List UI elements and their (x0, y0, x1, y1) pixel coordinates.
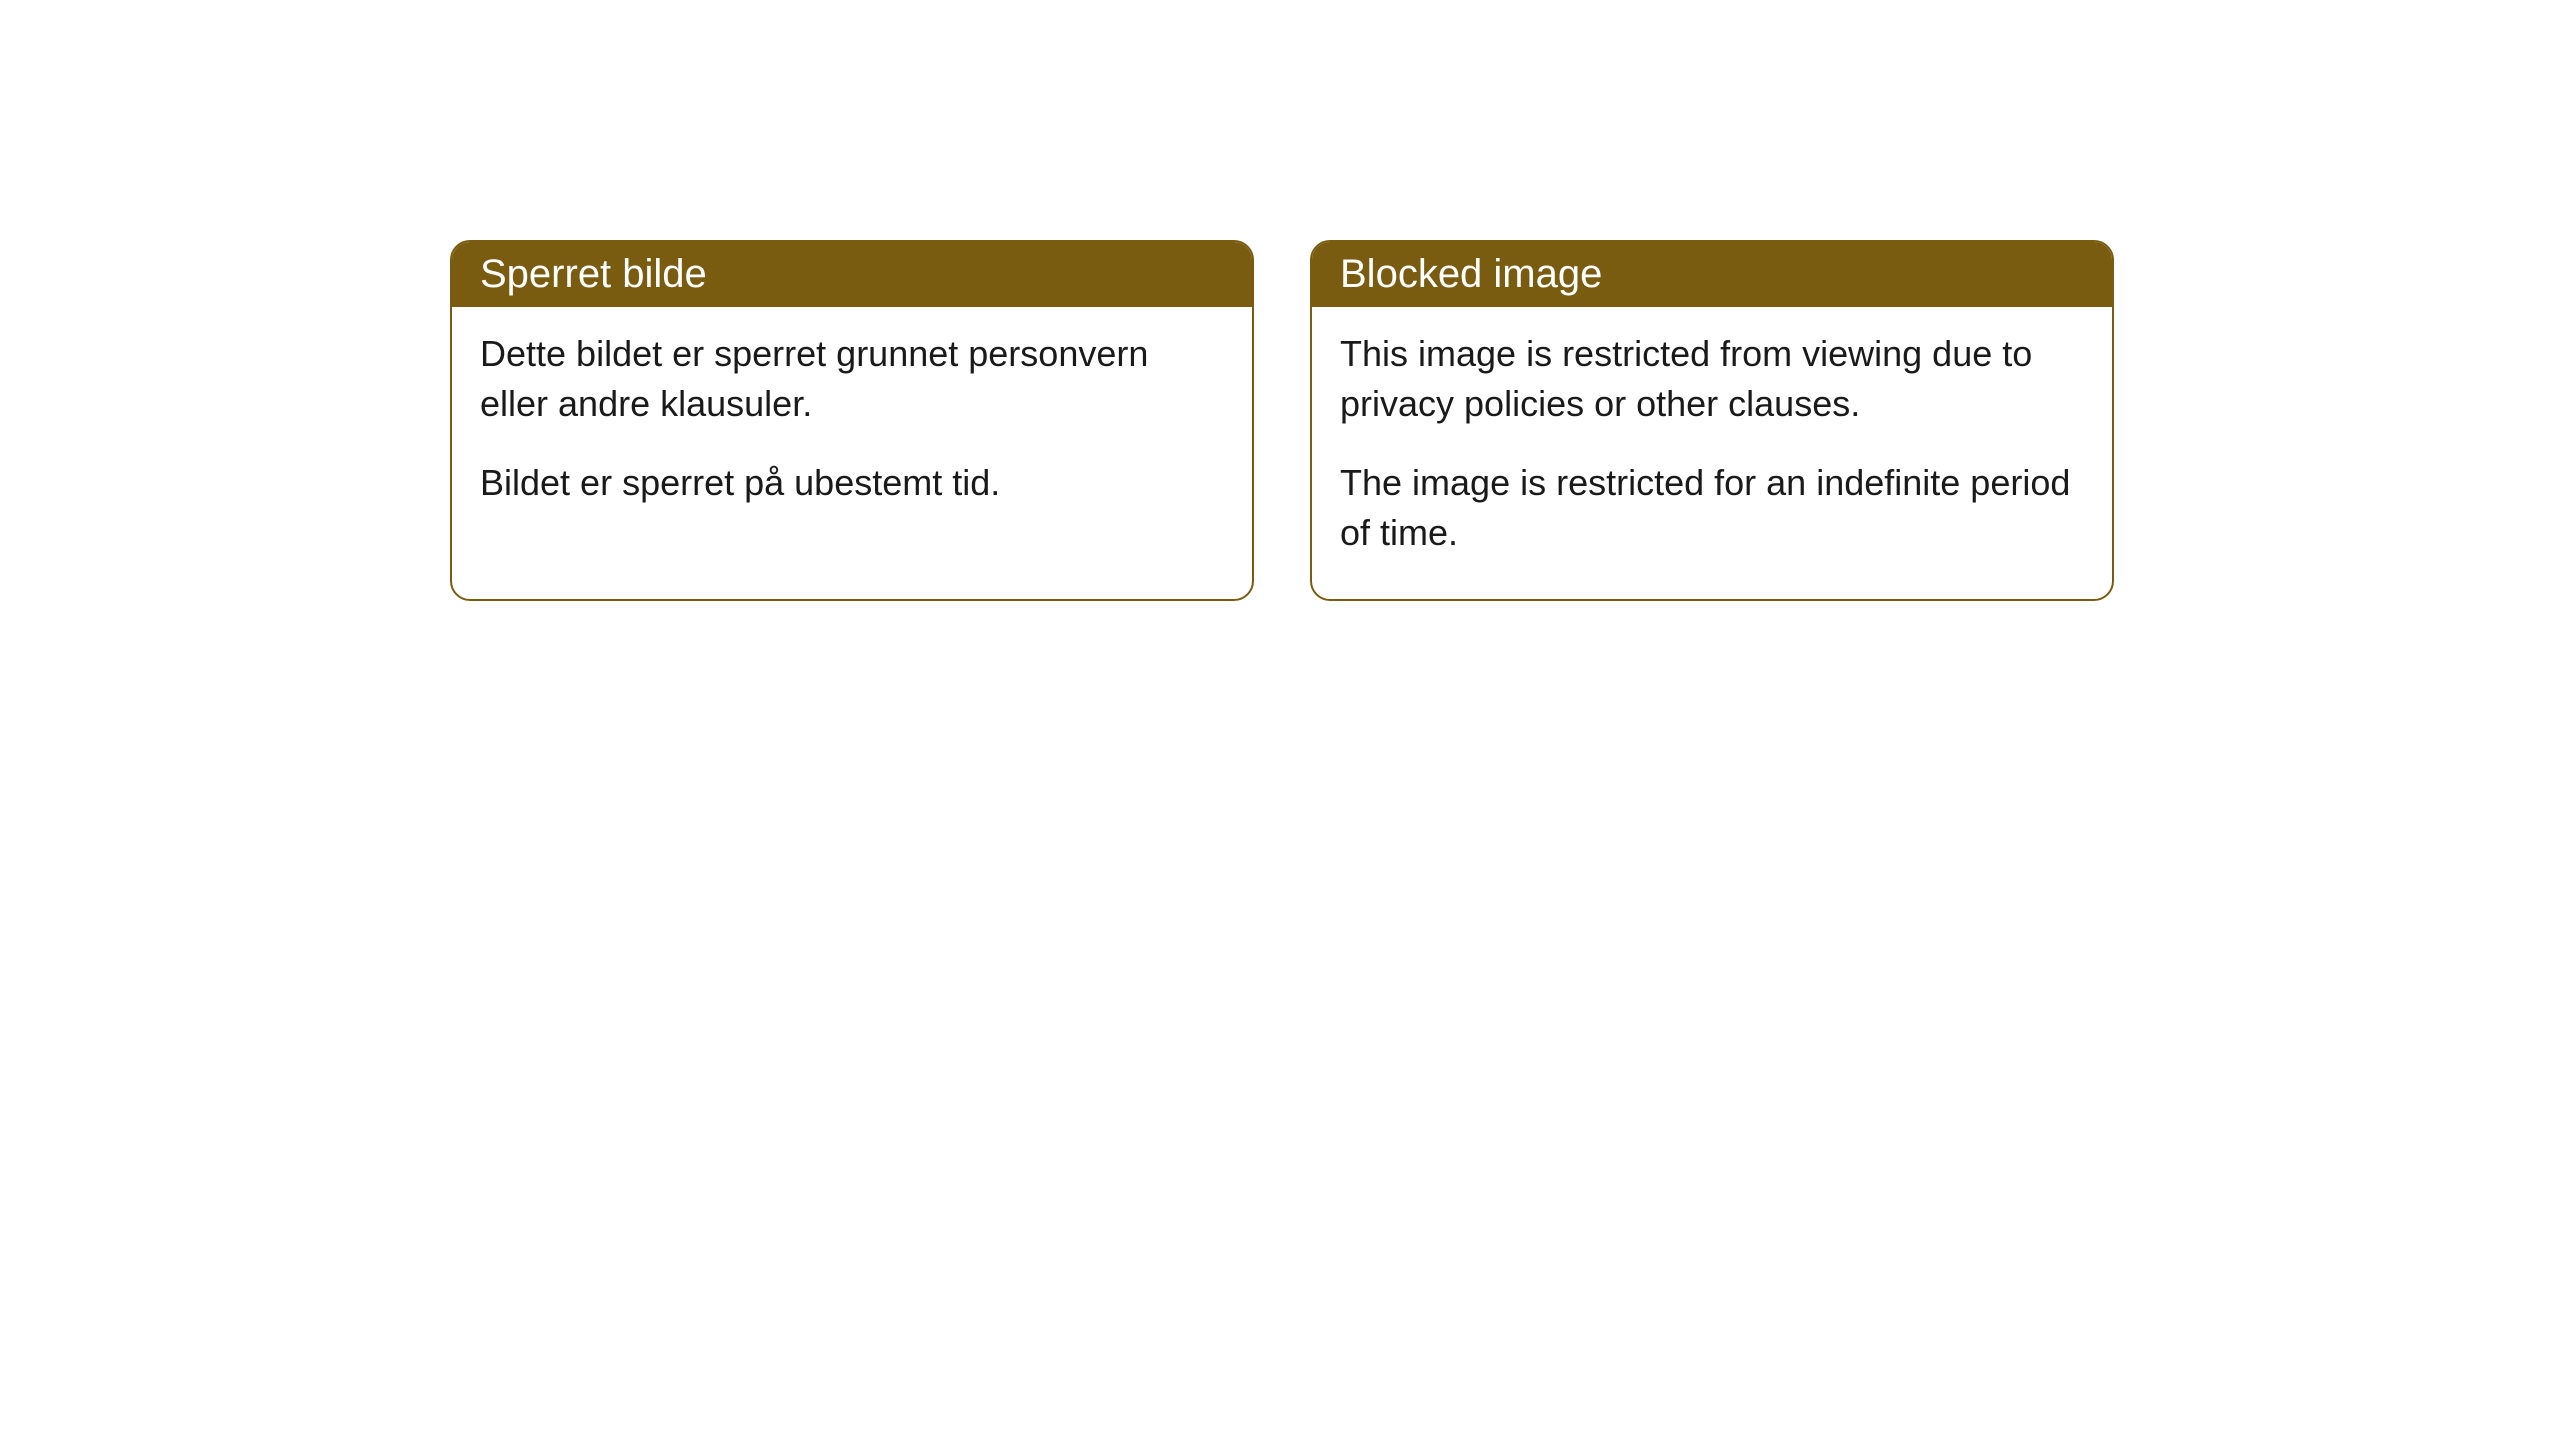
blocked-image-card-english: Blocked image This image is restricted f… (1310, 240, 2114, 601)
blocked-image-card-norwegian: Sperret bilde Dette bildet er sperret gr… (450, 240, 1254, 601)
cards-container: Sperret bilde Dette bildet er sperret gr… (0, 0, 2560, 601)
card-header: Sperret bilde (452, 242, 1252, 307)
card-body: This image is restricted from viewing du… (1312, 307, 2112, 599)
card-body-paragraph: Bildet er sperret på ubestemt tid. (480, 458, 1224, 508)
card-body-paragraph: The image is restricted for an indefinit… (1340, 458, 2084, 559)
card-header: Blocked image (1312, 242, 2112, 307)
card-body-paragraph: Dette bildet er sperret grunnet personve… (480, 329, 1224, 430)
card-header-text: Sperret bilde (480, 252, 707, 296)
card-body: Dette bildet er sperret grunnet personve… (452, 307, 1252, 548)
card-body-paragraph: This image is restricted from viewing du… (1340, 329, 2084, 430)
card-header-text: Blocked image (1340, 252, 1602, 296)
